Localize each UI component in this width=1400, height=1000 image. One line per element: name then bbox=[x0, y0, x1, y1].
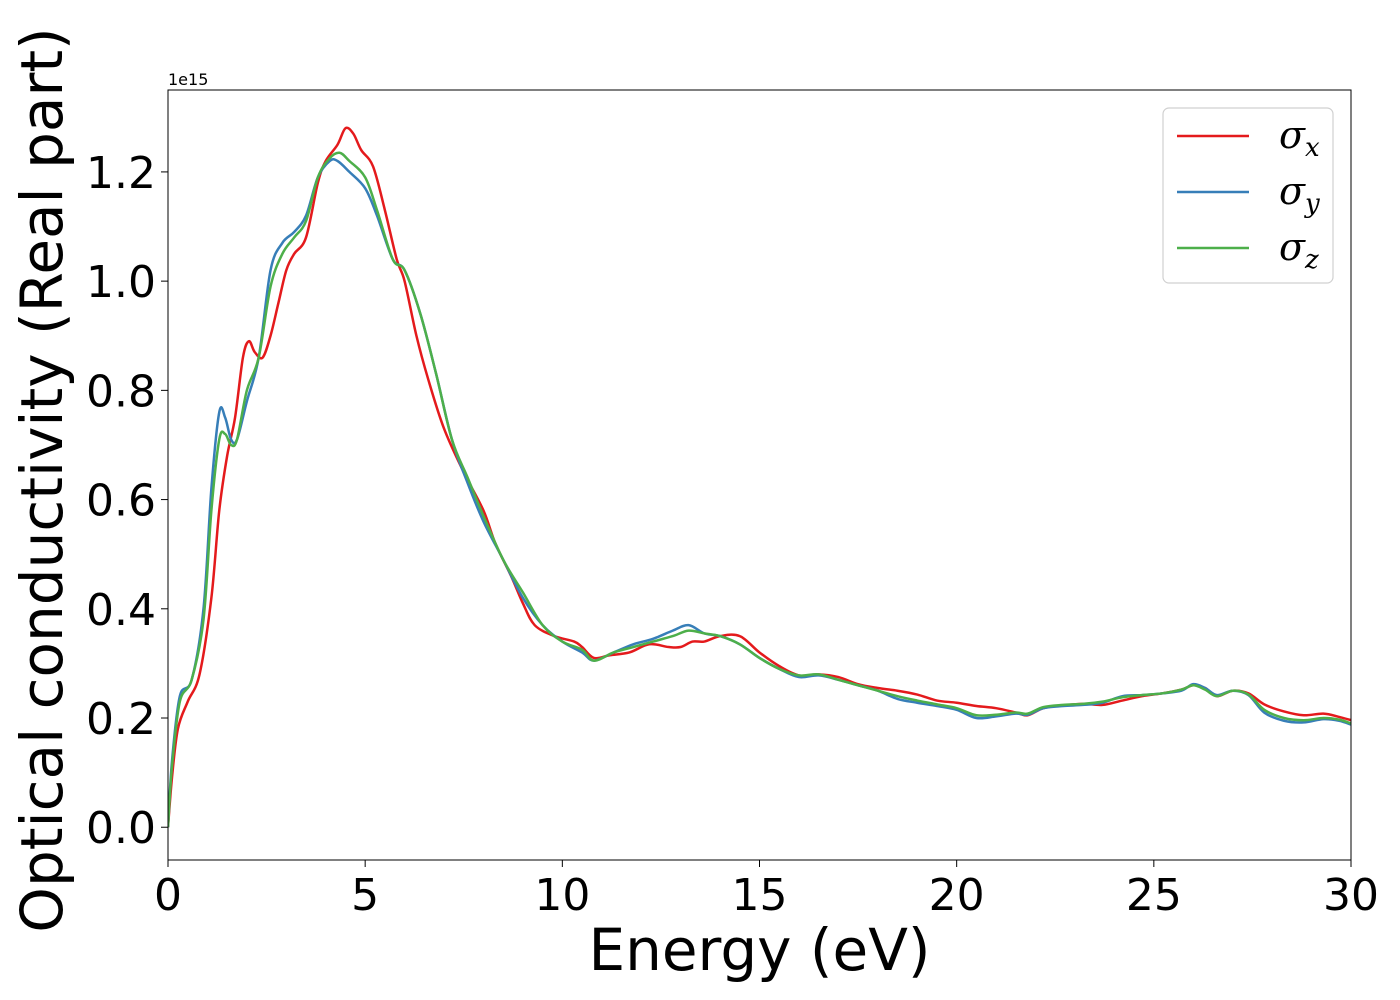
y-tick-label: 0.2 bbox=[86, 694, 156, 745]
series-lines bbox=[168, 126, 1351, 828]
y-tick-label: 1.2 bbox=[86, 148, 156, 199]
legend: σx σy σz bbox=[1162, 107, 1334, 284]
x-tick-label: 30 bbox=[1323, 870, 1379, 921]
y-axis: 0.0 0.2 0.4 0.6 0.8 1.0 1.2 bbox=[86, 148, 168, 854]
y-tick-label: 1.0 bbox=[86, 257, 156, 308]
legend-box bbox=[1162, 107, 1334, 284]
x-tick-label: 0 bbox=[154, 870, 182, 921]
x-tick-label: 15 bbox=[732, 870, 788, 921]
x-axis: 0 5 10 15 20 25 30 bbox=[154, 860, 1379, 921]
legend-label-z: σz bbox=[1279, 225, 1319, 275]
x-tick-label: 25 bbox=[1126, 870, 1182, 921]
y-tick-label: 0.8 bbox=[86, 366, 156, 417]
x-axis-title: Energy (eV) bbox=[588, 916, 930, 984]
y-tick-label: 0.6 bbox=[86, 476, 156, 527]
x-tick-label: 20 bbox=[929, 870, 985, 921]
x-tick-label: 5 bbox=[351, 870, 379, 921]
y-axis-title: Optical conductivity (Real part) bbox=[8, 27, 76, 932]
y-tick-label: 0.0 bbox=[86, 803, 156, 854]
y-axis-offset-label: 1e15 bbox=[168, 70, 208, 89]
y-tick-label: 0.4 bbox=[86, 585, 156, 636]
series-line-x bbox=[168, 126, 1351, 828]
x-tick-label: 10 bbox=[534, 870, 590, 921]
legend-label-y: σy bbox=[1279, 169, 1320, 219]
series-line-z bbox=[168, 151, 1351, 828]
legend-label-x: σx bbox=[1279, 113, 1320, 163]
